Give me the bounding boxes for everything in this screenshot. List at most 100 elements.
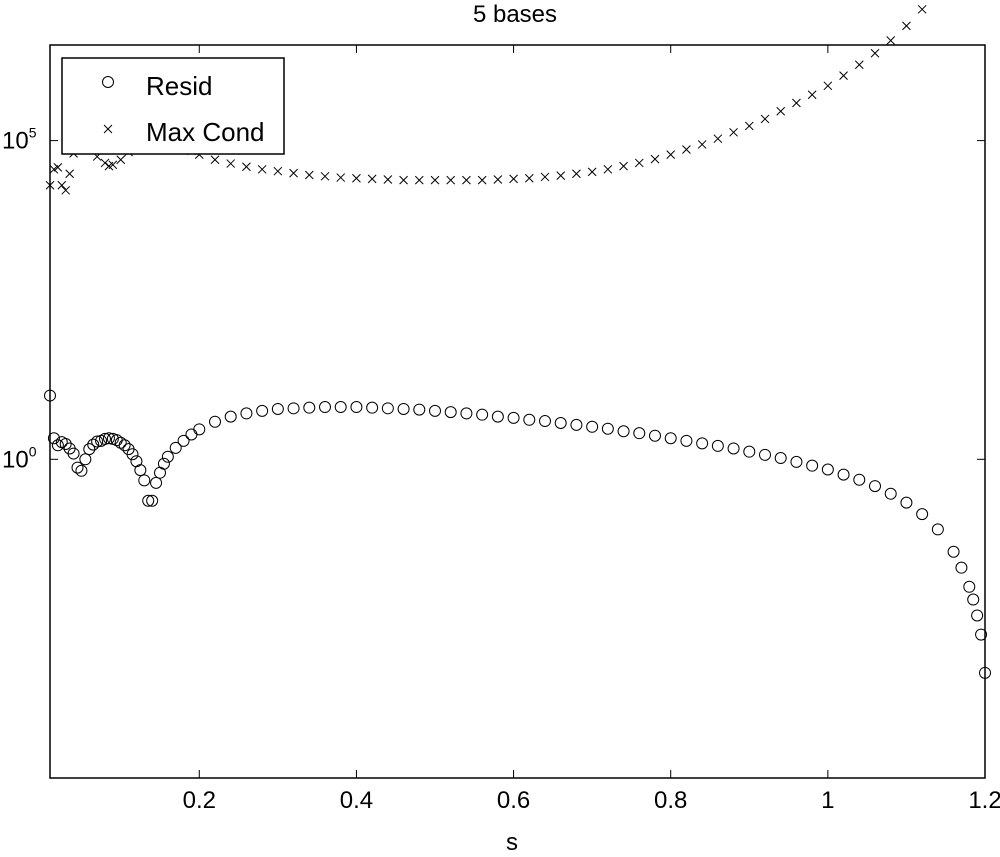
resid-point — [821, 463, 834, 476]
resid-point — [224, 410, 237, 423]
max-cond-point — [524, 173, 534, 183]
legend-resid-label: Resid — [146, 71, 212, 101]
resid-point — [790, 455, 803, 468]
max-cond-point — [53, 163, 63, 172]
resid-point — [209, 415, 221, 428]
max-cond-point — [839, 71, 848, 80]
y-tick-label: 100 — [2, 443, 37, 473]
max-cond-point — [210, 155, 220, 165]
max-cond-point — [792, 98, 801, 108]
resid-point — [185, 428, 198, 441]
legend: Resid Max Cond — [61, 57, 285, 155]
resid-point — [157, 457, 170, 470]
resid-point — [142, 494, 155, 507]
max-cond-point — [100, 158, 110, 168]
max-cond-point — [367, 174, 377, 184]
x-tick-label: 0.2 — [183, 787, 216, 814]
resid-point — [617, 425, 630, 438]
resid-point — [110, 434, 123, 447]
resid-point — [177, 434, 190, 447]
resid-point — [413, 403, 426, 416]
resid-point — [366, 401, 379, 414]
resid-point — [271, 402, 284, 415]
max-cond-point — [603, 164, 613, 174]
resid-point — [884, 487, 897, 500]
max-cond-point — [289, 168, 298, 178]
max-cond-point — [352, 173, 361, 183]
resid-point — [114, 436, 127, 449]
resid-point — [586, 420, 599, 433]
resid-point — [853, 473, 866, 486]
max-cond-point — [509, 174, 518, 184]
resid-point — [539, 415, 551, 428]
max-cond-point — [446, 175, 456, 185]
resid-point — [287, 402, 300, 415]
resid-point — [397, 402, 410, 415]
resid-point — [554, 416, 567, 429]
resid-point — [134, 464, 147, 477]
resid-point — [87, 438, 100, 451]
max-cond-point — [556, 171, 566, 181]
legend-box — [61, 57, 285, 155]
resid-point — [806, 459, 819, 472]
resid-point — [570, 418, 583, 431]
resid-point — [91, 435, 104, 448]
resid-point — [126, 448, 139, 461]
max-cond-point — [682, 145, 691, 154]
max-cond-point — [226, 159, 236, 168]
x-axis-label: s — [506, 829, 518, 856]
resid-point — [837, 468, 850, 481]
max-cond-point — [540, 172, 550, 182]
resid-point — [460, 407, 473, 420]
resid-point — [444, 406, 457, 419]
resid-point — [975, 628, 988, 641]
legend-resid-marker — [102, 76, 114, 88]
resid-point — [67, 447, 80, 460]
max-cond-point — [697, 140, 707, 149]
x-tick-label: 0.8 — [654, 787, 687, 814]
resid-point — [523, 413, 536, 426]
resid-point — [680, 434, 693, 447]
resid-point — [967, 593, 980, 606]
max-cond-point — [242, 162, 251, 172]
resid-point — [963, 580, 976, 593]
resid-point — [696, 437, 709, 450]
max-cond-point — [650, 154, 660, 164]
resid-point — [118, 439, 131, 452]
max-cond-point — [304, 170, 314, 180]
resid-point — [256, 404, 269, 417]
max-cond-point — [45, 180, 55, 190]
resid-point — [774, 452, 787, 465]
max-cond-point — [383, 175, 393, 184]
resid-point — [931, 523, 944, 536]
resid-point — [102, 432, 115, 445]
resid-point — [759, 448, 771, 461]
x-tick-label: 0.4 — [340, 787, 373, 814]
x-tick-label: 0.6 — [497, 787, 530, 814]
resid-point — [633, 427, 646, 440]
max-cond-point — [886, 36, 896, 45]
resid-point — [150, 476, 163, 489]
resid-point — [303, 401, 316, 414]
x-tick-label: 1 — [821, 787, 834, 814]
resid-point — [47, 432, 60, 445]
resid-point — [955, 561, 968, 574]
resid-point — [916, 508, 929, 521]
resid-point — [83, 443, 96, 456]
max-cond-point — [462, 175, 471, 185]
resid-point — [59, 438, 72, 451]
max-cond-point — [854, 60, 864, 70]
resid-point — [491, 410, 504, 423]
resid-point — [947, 545, 960, 558]
resid-point — [979, 666, 991, 679]
resid-point — [146, 494, 159, 507]
max-cond-point — [414, 175, 424, 185]
max-cond-point — [917, 4, 927, 14]
max-cond-point — [116, 155, 126, 165]
max-cond-point — [587, 167, 597, 177]
resid-point — [507, 411, 520, 424]
y-tick-label: 105 — [2, 125, 37, 155]
resid-point — [649, 429, 661, 442]
resid-point — [971, 609, 984, 622]
max-cond-point — [729, 127, 738, 137]
